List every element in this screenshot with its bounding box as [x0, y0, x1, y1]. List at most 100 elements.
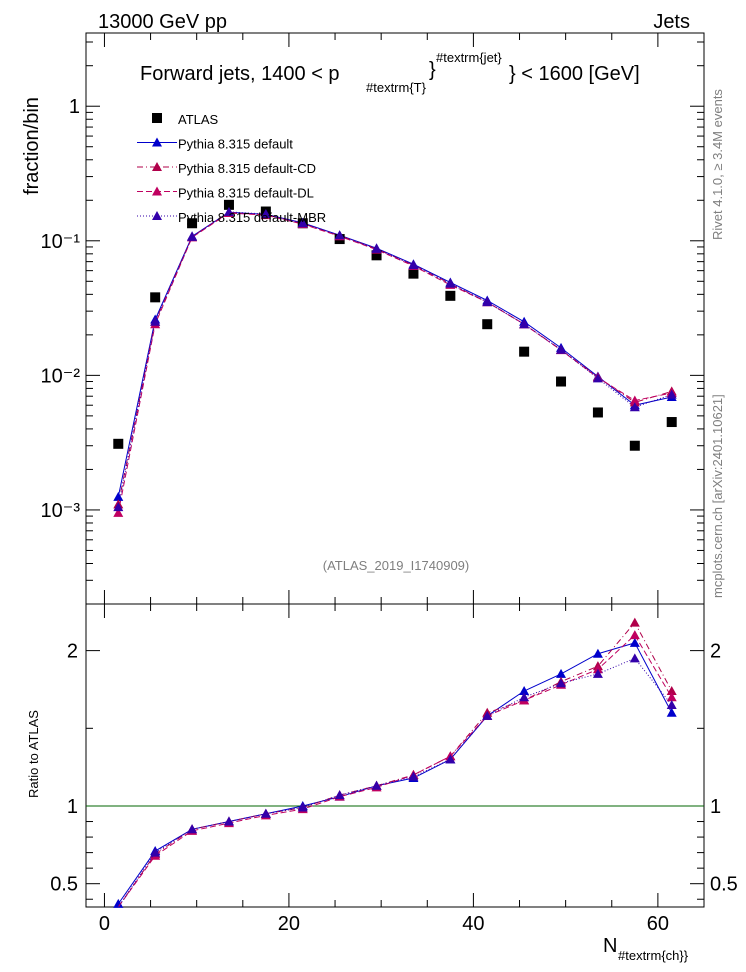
main-data-point-atlas: [408, 268, 419, 279]
main-data-point-mc: [371, 243, 382, 253]
ratio-data-point: [592, 664, 603, 674]
main-data-point-mc: [223, 206, 234, 216]
legend-label: ATLAS: [178, 112, 219, 127]
header-left: 13000 GeV pp: [98, 11, 227, 33]
ratio-xlabel-main: N: [603, 935, 617, 957]
main-data-point-atlas: [666, 417, 677, 428]
legend-label: Pythia 8.315 default-DL: [178, 186, 314, 201]
side-mcplots-info: mcplots.cern.ch [arXiv:2401.10621]: [710, 394, 725, 598]
main-title: Forward jets, 1400 < p: [140, 63, 340, 85]
ratio-data-point: [371, 780, 382, 790]
legend-marker-mc: [152, 211, 162, 220]
ratio-data-point: [592, 668, 603, 678]
ratio-xtick-label: 40: [462, 913, 484, 935]
main-data-point-mc: [592, 373, 603, 383]
ratio-data-point: [482, 710, 493, 720]
ratio-xtick-label: 20: [278, 913, 300, 935]
main-title-superscript: #textrm{jet}: [436, 50, 502, 65]
main-ytick-label: 10⁻³: [41, 500, 81, 522]
ratio-data-point: [519, 692, 530, 702]
ratio-series-line: [117, 657, 673, 908]
ratio-data-point: [223, 816, 234, 826]
legend-marker-mc: [152, 137, 162, 147]
ratio-data-point: [445, 754, 456, 764]
main-data-point-atlas: [445, 290, 456, 301]
legend-marker-atlas: [152, 113, 162, 123]
main-data-point-mc: [556, 344, 567, 354]
main-data-point-mc: [113, 491, 124, 501]
main-data-point-mc: [297, 218, 308, 228]
ratio-data-point: [629, 653, 640, 663]
ratio-ytick-label-right: 1: [710, 796, 721, 818]
axis-ticks: 10⁻³ 10⁻² 10⁻¹ 1 0 20 40 60 0.5 0.5 1 1 2 2: [41, 33, 738, 935]
side-rivet-info: Rivet 4.1.0, ≥ 3.4M events: [710, 89, 725, 240]
ratio-data-point: [629, 630, 640, 640]
main-ytick-label: 1: [69, 96, 80, 118]
main-data-point-atlas: [556, 376, 567, 387]
main-data-point-mc: [445, 278, 456, 288]
ratio-data-point: [297, 802, 308, 812]
main-title-brace: }: [429, 59, 436, 81]
ratio-data-point: [556, 678, 567, 688]
main-series-line: [117, 212, 672, 514]
main-data-point-atlas: [592, 407, 603, 418]
main-data-point-atlas: [371, 250, 382, 261]
main-data-point-mc: [666, 389, 677, 399]
ratio-data-point: [629, 617, 640, 627]
main-data-point-mc: [113, 502, 124, 512]
legend-marker-mc: [152, 162, 162, 171]
ratio-ytick-label-right: 0.5: [710, 874, 738, 896]
ratio-series-line: [117, 642, 673, 905]
ratio-xlabel-sub: #textrm{ch}}: [618, 948, 689, 963]
header-right: Jets: [653, 11, 690, 33]
ratio-ytick-label: 1: [67, 796, 78, 818]
main-ylabel: fraction/bin: [21, 97, 43, 195]
ratio-series-line: [117, 634, 673, 908]
ratio-data-point: [666, 707, 677, 717]
main-data-point-atlas: [150, 292, 161, 303]
legend-label: Pythia 8.315 default-CD: [178, 161, 316, 176]
main-data-point-atlas: [482, 319, 493, 330]
ratio-panel-frame: [85, 603, 705, 908]
legend: ATLAS Pythia 8.315 default Pythia 8.315 de…: [137, 112, 326, 225]
main-data-point-atlas: [519, 346, 530, 357]
ratio-series-group: [113, 617, 677, 908]
main-data-point-mc: [629, 395, 640, 405]
ratio-data-point: [150, 847, 161, 857]
ratio-xtick-label: 60: [647, 913, 669, 935]
ratio-data-point: [334, 790, 345, 800]
main-data-point-atlas: [223, 199, 234, 210]
main-data-point-mc: [482, 297, 493, 307]
main-data-point-atlas: [629, 440, 640, 451]
legend-label: Pythia 8.315 default-MBR: [178, 210, 326, 225]
main-series-line: [117, 211, 672, 508]
main-data-point-mc: [260, 209, 271, 219]
main-series-group: [113, 199, 677, 517]
main-title-suffix: } < 1600 [GeV]: [509, 63, 640, 85]
main-data-point-mc: [519, 319, 530, 329]
ratio-data-point: [113, 898, 124, 908]
main-data-point-mc: [187, 231, 198, 241]
ratio-data-point: [592, 648, 603, 658]
ratio-series-line: [117, 621, 673, 908]
ratio-data-point: [408, 771, 419, 781]
main-data-point-mc: [629, 402, 640, 412]
main-data-point-mc: [150, 316, 161, 326]
ratio-data-point: [666, 700, 677, 709]
main-series-line: [117, 211, 672, 497]
ratio-ytick-label: 2: [67, 641, 78, 663]
ratio-data-point: [519, 686, 530, 696]
main-data-point-atlas: [187, 218, 198, 229]
main-data-point-atlas: [113, 438, 124, 449]
main-data-point-mc: [408, 260, 419, 270]
main-title-prefix: Forward jets, 1400 < p: [140, 63, 340, 85]
ratio-data-point: [260, 808, 271, 818]
ratio-data-point: [629, 637, 640, 647]
main-data-point-mc: [113, 507, 124, 517]
legend-label: Pythia 8.315 default: [178, 137, 293, 152]
legend-marker-mc: [152, 186, 162, 196]
ratio-data-point: [556, 668, 567, 678]
ratio-data-point: [187, 824, 198, 834]
ratio-ytick-label-right: 2: [710, 641, 721, 663]
